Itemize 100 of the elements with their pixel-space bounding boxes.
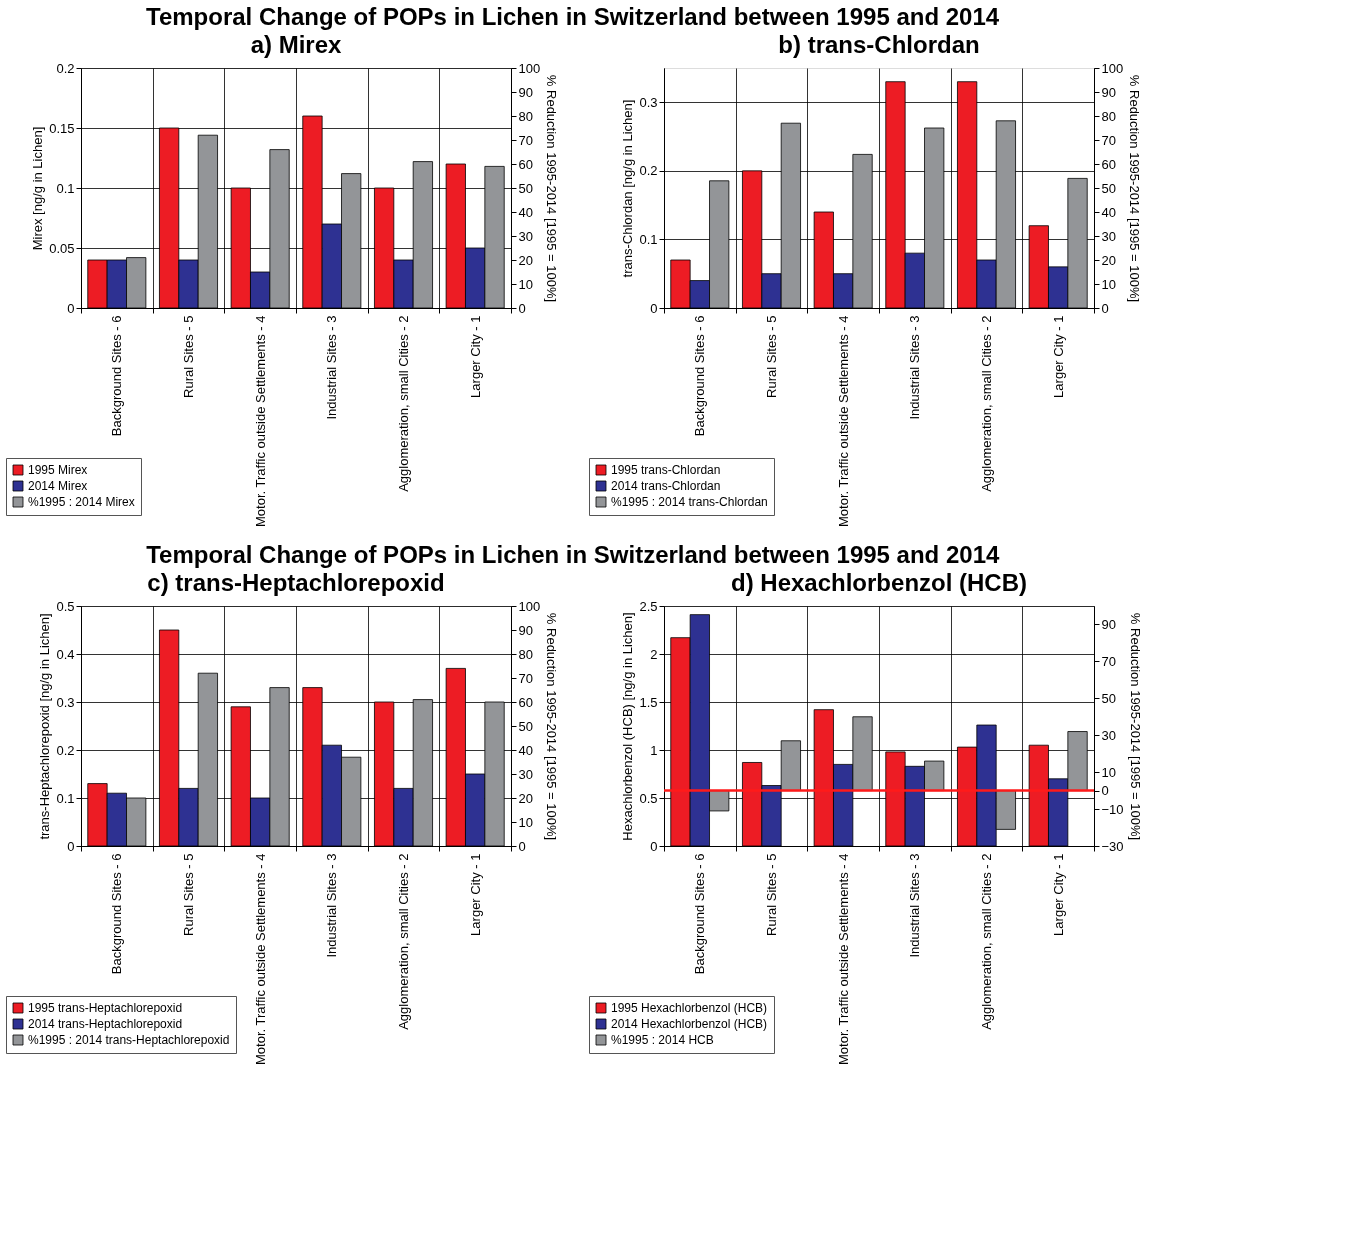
x-tick-label: Industrial Sites - 3: [907, 315, 923, 420]
x-tick-label: Agglomeration, small Cities - 2: [979, 853, 994, 1030]
y2-tick-label: 80: [518, 108, 533, 124]
legend-label: %1995 : 2014 HCB: [611, 1033, 714, 1047]
x-tick-label: Rural Sites - 5: [181, 853, 196, 936]
y2-tick-label: 90: [1101, 616, 1116, 632]
y2-tick-label: 90: [518, 622, 533, 638]
x-tick-label: Background Sites - 6: [692, 853, 708, 975]
x-tick-label: Industrial Sites - 3: [907, 853, 923, 958]
y-tick-label: 0.5: [639, 790, 658, 806]
y2-axis-title: % Reduction 1995-2014 [1995 = 100%]: [1127, 612, 1143, 841]
legend-label: %1995 : 2014 trans-Chlordan: [611, 495, 768, 509]
x-tick-label: Larger City - 1: [467, 853, 483, 936]
y2-tick-label: 40: [1101, 204, 1116, 220]
y2-tick-label: 60: [1101, 156, 1116, 172]
chart-subtitle: c) trans-Heptachlorepoxid: [147, 569, 445, 596]
y2-tick-label: 30: [1101, 228, 1116, 244]
y2-tick-label: 0: [518, 300, 526, 316]
legend-label: 2014 trans-Heptachlorepoxid: [28, 1017, 183, 1031]
x-tick-label: Agglomeration, small Cities - 2: [396, 853, 411, 1030]
y2-tick-label: 80: [518, 646, 533, 662]
y2-axis-title: % Reduction 1995-2014 [1995 = 100%]: [544, 612, 560, 841]
x-tick-label: Background Sites - 6: [109, 315, 125, 437]
y-tick-label: 0: [67, 300, 75, 316]
y2-tick-label: 70: [518, 670, 533, 686]
x-tick-label: Industrial Sites - 3: [324, 315, 340, 420]
x-tick-label: Larger City - 1: [1050, 853, 1066, 936]
legend-label: 2014 trans-Chlordan: [611, 479, 721, 493]
y-tick-label: 0: [650, 300, 658, 316]
x-tick-label: Larger City - 1: [1050, 315, 1066, 398]
y2-tick-label: 10: [518, 814, 533, 830]
y2-tick-label: 100: [518, 598, 541, 614]
legend-label: 2014 Hexachlorbenzol (HCB): [611, 1017, 768, 1031]
y-axis-title: trans-Heptachlorepoxid [ng/g in Lichen]: [37, 613, 53, 840]
y-tick-label: 0.2: [56, 742, 75, 758]
y-tick-label: 0.1: [639, 231, 658, 247]
x-tick-label: Motor. Traffic outside Settlements - 4: [252, 315, 268, 527]
y2-tick-label: 30: [518, 766, 533, 782]
y2-tick-label: 50: [1101, 180, 1116, 196]
y-tick-label: 0.4: [56, 646, 75, 662]
y2-tick-label: 70: [1101, 132, 1116, 148]
legend-label: 1995 Hexachlorbenzol (HCB): [611, 1001, 768, 1015]
y2-tick-label: 90: [518, 84, 533, 100]
x-tick-label: Industrial Sites - 3: [324, 853, 340, 958]
legend-label: 1995 trans-Heptachlorepoxid: [28, 1001, 183, 1015]
y-tick-label: 0.1: [56, 180, 75, 196]
chart-subtitle: a) Mirex: [250, 31, 342, 58]
y-axis-title: Hexachlorbenzol (HCB) [ng/g in Lichen]: [620, 612, 636, 841]
y2-tick-label: 100: [518, 60, 541, 76]
y2-tick-label: 80: [1101, 108, 1116, 124]
x-tick-label: Rural Sites - 5: [181, 315, 196, 398]
y-axis-title: trans-Chlordan [ng/g in Lichen]: [620, 99, 636, 278]
x-tick-label: Motor. Traffic outside Settlements - 4: [252, 853, 268, 1065]
y2-tick-label: 50: [518, 180, 533, 196]
legend-label: 1995 Mirex: [28, 463, 88, 477]
y2-tick-label: 50: [1101, 690, 1116, 706]
text: Temporal Change of POPs in Lichen in Switzerland between 1995 and 2014: [146, 540, 1000, 568]
y2-tick-label: 10: [1101, 276, 1116, 292]
y2-tick-label: 10: [518, 276, 533, 292]
y2-tick-label: 0: [1101, 300, 1109, 316]
x-tick-label: Motor. Traffic outside Settlements - 4: [835, 853, 851, 1065]
legend-label: 1995 trans-Chlordan: [611, 463, 721, 477]
x-tick-label: Agglomeration, small Cities - 2: [979, 315, 994, 492]
y2-tick-label: 20: [1101, 252, 1116, 268]
y2-tick-label: 30: [518, 228, 533, 244]
y2-axis-title: % Reduction 1995-2014 [1995 = 100%]: [544, 74, 560, 303]
y2-tick-label: −10: [1101, 801, 1124, 817]
x-tick-label: Rural Sites - 5: [764, 315, 779, 398]
y2-tick-label: 90: [1101, 84, 1116, 100]
y2-tick-label: 100: [1101, 60, 1124, 76]
y2-tick-label: 20: [518, 790, 533, 806]
chart-subtitle: b) trans-Chlordan: [778, 31, 980, 58]
y2-axis-title: % Reduction 1995-2014 [1995 = 100%]: [1127, 74, 1143, 303]
y-tick-label: 1.5: [639, 694, 658, 710]
y-tick-label: 0: [67, 838, 75, 854]
y2-tick-label: 50: [518, 718, 533, 734]
legend-label: %1995 : 2014 trans-Heptachlorepoxid: [28, 1033, 230, 1047]
y-tick-label: 0: [650, 838, 658, 854]
y2-tick-label: 40: [518, 742, 533, 758]
y2-tick-label: 40: [518, 204, 533, 220]
y-tick-label: 0.2: [639, 163, 658, 179]
y2-tick-label: 10: [1101, 764, 1116, 780]
x-tick-label: Background Sites - 6: [692, 315, 708, 437]
chart-subtitle: d) Hexachlorbenzol (HCB): [730, 569, 1028, 596]
y2-tick-label: 0: [518, 838, 526, 854]
legend-label: 2014 Mirex: [28, 479, 88, 493]
legend-label: %1995 : 2014 Mirex: [28, 495, 135, 509]
y-tick-label: 0.05: [49, 240, 75, 256]
x-tick-label: Background Sites - 6: [109, 853, 125, 975]
x-tick-label: Rural Sites - 5: [764, 853, 779, 936]
y2-tick-label: 30: [1101, 727, 1116, 743]
y2-tick-label: 60: [518, 156, 533, 172]
y-axis-title: Mirex [ng/g in Lichen]: [30, 126, 46, 251]
text: Temporal Change of POPs in Lichen in Switzerland between 1995 and 2014: [146, 2, 1000, 30]
y-tick-label: 0.15: [49, 120, 75, 136]
x-tick-label: Agglomeration, small Cities - 2: [396, 315, 411, 492]
y2-tick-label: 70: [518, 132, 533, 148]
y-tick-label: 0.3: [56, 694, 75, 710]
y-tick-label: 1: [650, 742, 658, 758]
y2-tick-label: −30: [1101, 838, 1124, 854]
